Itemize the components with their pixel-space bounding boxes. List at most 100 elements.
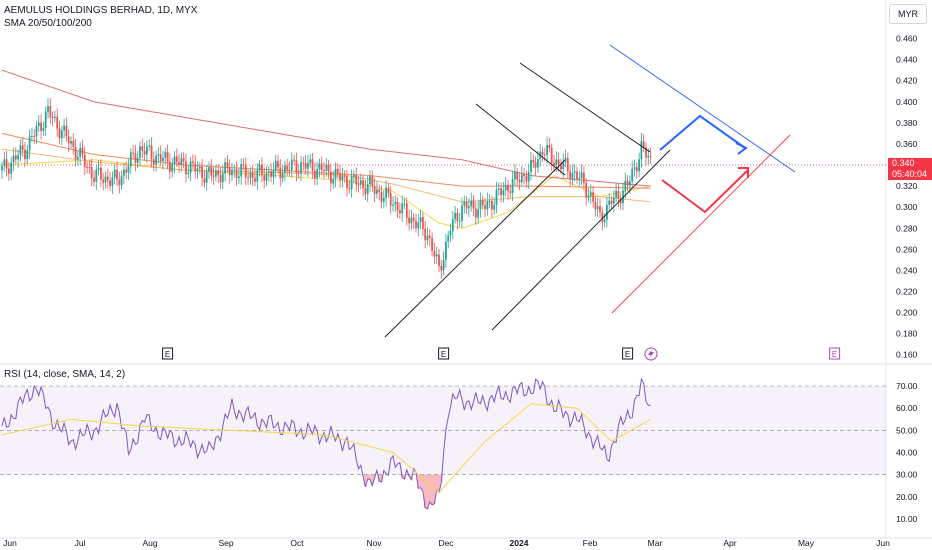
candle-body [281,173,284,179]
candle-body [468,206,470,209]
candle-body [415,220,417,229]
currency-button[interactable]: MYR [889,4,927,24]
sma-indicator-label[interactable]: SMA 20/50/100/200 [4,18,92,29]
candle-body [408,217,410,224]
candle-body [557,159,560,165]
candle-body [537,158,539,168]
candle-body [187,172,190,175]
candle-body [523,174,525,177]
candle-body [286,165,289,170]
price-tick-label: 0.220 [896,286,918,296]
candle-body [93,178,95,182]
candle-body [491,200,493,210]
candle-body [417,222,420,229]
candle-body [578,178,581,180]
candle-body [645,147,647,158]
candle-body [65,125,68,137]
candle-body [566,158,569,172]
candle-body [376,189,378,194]
candle-body [530,160,532,173]
candle-body [189,161,192,173]
candle-body [571,172,574,180]
candle-body [357,184,360,186]
candle-body [28,136,31,151]
time-tick-label: Sep [218,538,233,548]
time-tick-label: Feb [583,538,598,548]
candle-body [141,146,144,151]
candle-body [134,153,137,163]
candle-body [150,145,153,160]
chart-title: AEMULUS HOLDINGS BERHAD, 1D, MYX [4,5,198,16]
candle-body [382,198,385,202]
candle-body [116,169,118,180]
candle-body [465,201,468,209]
candle-body [343,175,346,177]
candle-body [497,188,500,190]
candle-body [580,172,583,179]
candle-body [615,190,617,198]
candle-body [596,206,599,210]
time-tick-label: Jun [876,538,890,548]
candle-body [369,176,371,185]
candle-body [371,176,374,187]
candle-body [215,170,217,177]
candle-body [619,198,622,204]
candle-body [14,155,17,160]
candle-body [205,171,208,183]
last-price-tag: 0.340 05:40:04 [888,158,932,180]
price-tick-label: 0.400 [896,97,918,107]
candle-body [546,145,548,155]
candle-body [601,212,604,222]
candle-body [249,172,252,178]
rsi-indicator-label[interactable]: RSI (14, close, SMA, 14, 2) [4,369,126,380]
candle-body [152,159,155,165]
candle-body [173,156,176,165]
candle-body [330,171,332,184]
candle-body [224,162,226,174]
candle-body [569,171,571,180]
candle-body [548,145,551,149]
earnings-marker [829,347,841,360]
candle-body [3,159,6,167]
candle-body [277,160,279,168]
candle-body [327,164,330,172]
time-tick-label: 2024 [510,538,529,548]
candle-body [419,217,422,223]
price-tick-label: 0.420 [896,76,918,86]
candle-body [507,184,509,192]
candle-body [617,190,620,199]
candle-body [42,128,45,131]
candle-body [180,158,183,165]
candle-body [320,163,323,171]
candle-body [458,220,461,222]
candle-body [210,167,213,176]
candle-body [509,191,512,193]
candle-body [541,151,544,155]
rsi-tick-label: 30.00 [896,470,918,480]
candle-body [428,235,431,238]
candle-body [564,158,567,162]
candle-body [592,192,594,202]
bar-countdown: 05:40:04 [892,169,928,179]
candle-body [77,156,79,160]
candle-body [534,162,537,168]
candle-body [422,217,424,229]
candle-body [635,167,638,172]
candle-body [378,189,381,193]
bearish-arrow-head [738,167,749,178]
candle-body [185,161,187,175]
candle-body [74,146,77,160]
candle-body [297,172,300,174]
candle-body [242,164,245,166]
time-tick-label: May [798,538,815,548]
candle-body [217,170,220,175]
candle-body [106,176,109,181]
rsi-line [1,377,651,510]
candle-body [474,208,477,218]
candle-body [159,154,162,162]
price-tick-label: 0.440 [896,55,918,65]
candle-body [442,259,445,271]
candle-body [19,145,22,156]
candle-body [226,162,229,168]
candle-body [318,163,321,170]
